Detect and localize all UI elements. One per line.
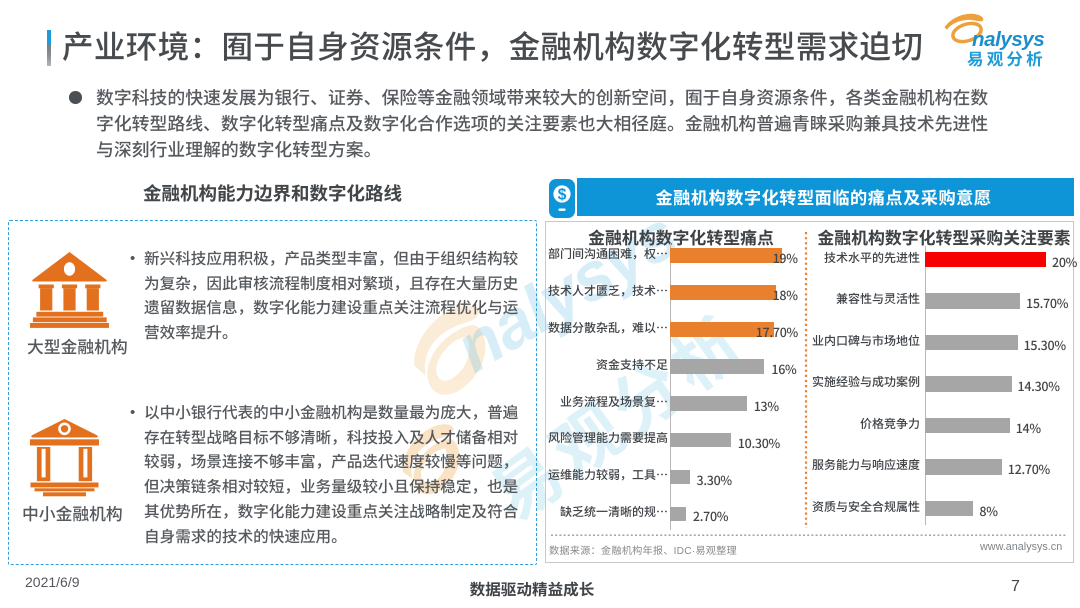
svg-text:易观分析: 易观分析 (967, 46, 1046, 70)
svg-text:nalysys: nalysys (972, 28, 1044, 51)
svg-text:$: $ (558, 187, 567, 204)
